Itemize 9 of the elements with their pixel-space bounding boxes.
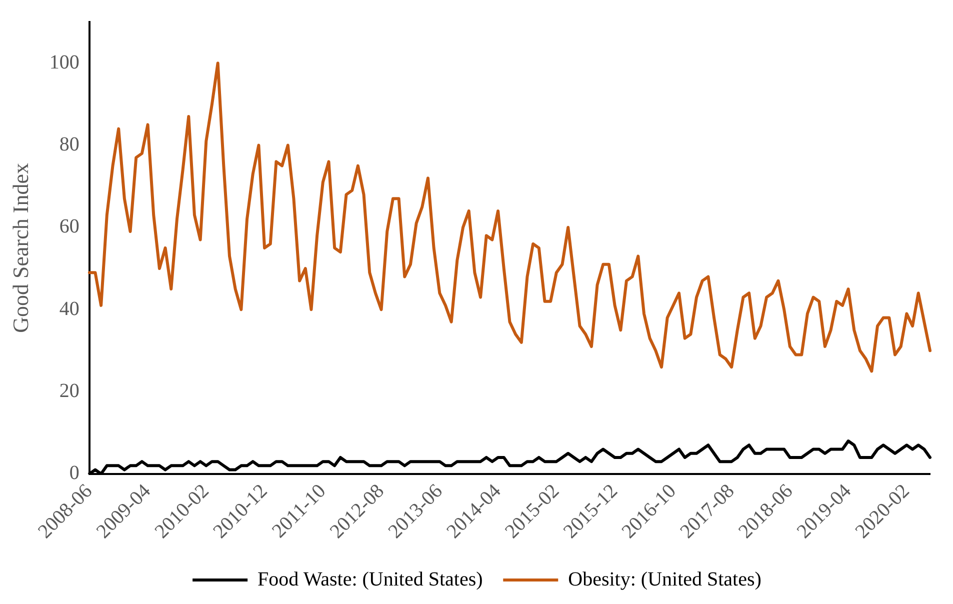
legend-label: Obesity: (United States) (568, 568, 762, 590)
y-tick-label: 80 (59, 133, 80, 156)
y-tick-label: 40 (59, 298, 80, 320)
y-axis-title: Good Search Index (8, 163, 33, 333)
legend-label: Food Waste: (United States) (258, 568, 483, 590)
y-tick-label: 20 (59, 380, 80, 402)
y-tick-label: 0 (69, 462, 80, 484)
y-tick-label: 60 (59, 216, 80, 238)
y-tick-label: 100 (49, 51, 80, 74)
